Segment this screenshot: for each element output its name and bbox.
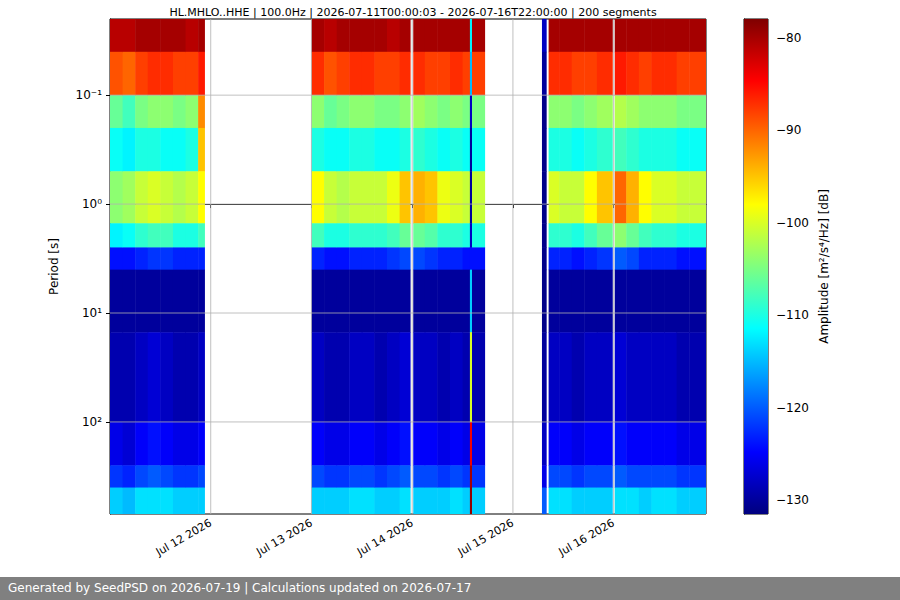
svg-text:Jul 16 2026: Jul 16 2026 — [556, 516, 617, 559]
svg-text:10⁰: 10⁰ — [82, 197, 102, 211]
svg-text:10⁻¹: 10⁻¹ — [76, 88, 103, 102]
svg-text:HL.MHLO..HHE | 100.0Hz | 2026-: HL.MHLO..HHE | 100.0Hz | 2026-07-11T00:0… — [169, 6, 657, 19]
svg-text:Jul 12 2026: Jul 12 2026 — [153, 516, 214, 559]
svg-text:−80: −80 — [776, 31, 801, 45]
svg-text:10²: 10² — [82, 415, 102, 429]
svg-text:−100: −100 — [776, 216, 809, 230]
svg-text:10¹: 10¹ — [82, 306, 102, 320]
svg-text:−130: −130 — [776, 493, 809, 507]
svg-text:Amplitude [m²/s⁴/Hz] [dB]: Amplitude [m²/s⁴/Hz] [dB] — [817, 189, 831, 344]
svg-text:Jul 15 2026: Jul 15 2026 — [455, 516, 516, 559]
svg-text:−90: −90 — [776, 123, 801, 137]
svg-text:Period [s]: Period [s] — [47, 238, 61, 295]
svg-text:−120: −120 — [776, 401, 809, 415]
svg-text:−110: −110 — [776, 308, 809, 322]
svg-text:Jul 13 2026: Jul 13 2026 — [254, 516, 315, 559]
svg-text:Jul 14 2026: Jul 14 2026 — [354, 516, 415, 559]
svg-text:Generated by SeedPSD on 2026-0: Generated by SeedPSD on 2026-07-19 | Cal… — [8, 581, 471, 595]
